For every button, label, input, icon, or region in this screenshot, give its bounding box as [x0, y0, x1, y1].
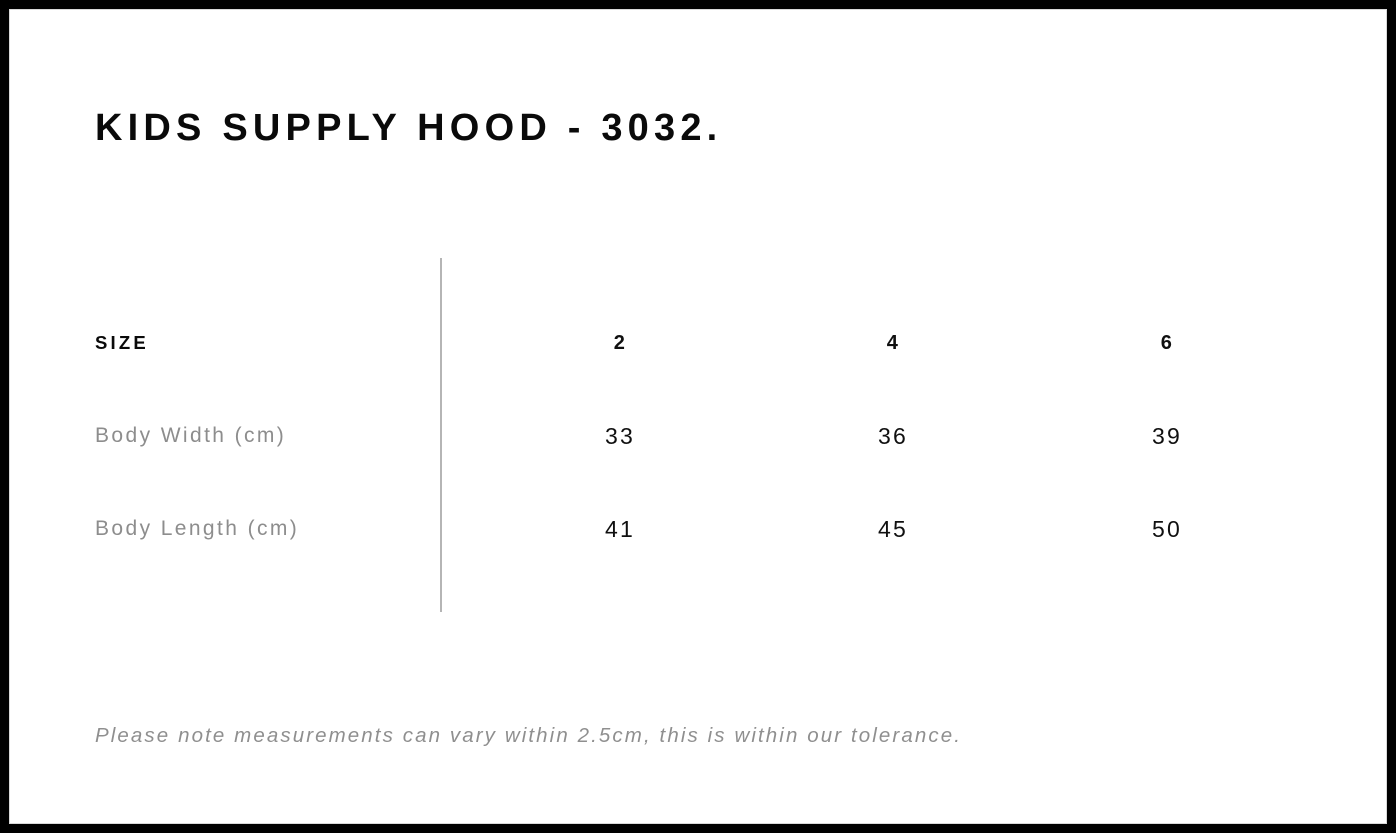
measurement-label-body-length: Body Length (cm) [95, 517, 300, 540]
table-vertical-divider [440, 258, 442, 612]
tolerance-note: Please note measurements can vary within… [95, 724, 962, 747]
body-width-value-size-6: 39 [1152, 423, 1182, 449]
body-length-value-size-6: 50 [1152, 516, 1182, 542]
table-row: Body Length (cm) 41 45 50 [10, 512, 1386, 546]
body-width-value-size-2: 33 [605, 423, 635, 449]
size-header-cell-2: 4 [886, 332, 900, 354]
size-header-cell-3: 6 [1160, 332, 1174, 354]
table-row: Body Width (cm) 33 36 39 [10, 419, 1386, 453]
body-width-value-size-4: 36 [878, 423, 908, 449]
size-column-header: SIZE [95, 332, 149, 353]
size-guide-card: KIDS SUPPLY HOOD - 3032. SIZE 2 4 6 Body… [9, 9, 1387, 824]
size-header-cell-1: 2 [613, 332, 627, 354]
measurement-label-body-width: Body Width (cm) [95, 424, 287, 447]
page-title: KIDS SUPPLY HOOD - 3032. [95, 107, 723, 149]
body-length-value-size-4: 45 [878, 516, 908, 542]
body-length-value-size-2: 41 [605, 516, 635, 542]
table-header-row: SIZE 2 4 6 [10, 326, 1386, 360]
